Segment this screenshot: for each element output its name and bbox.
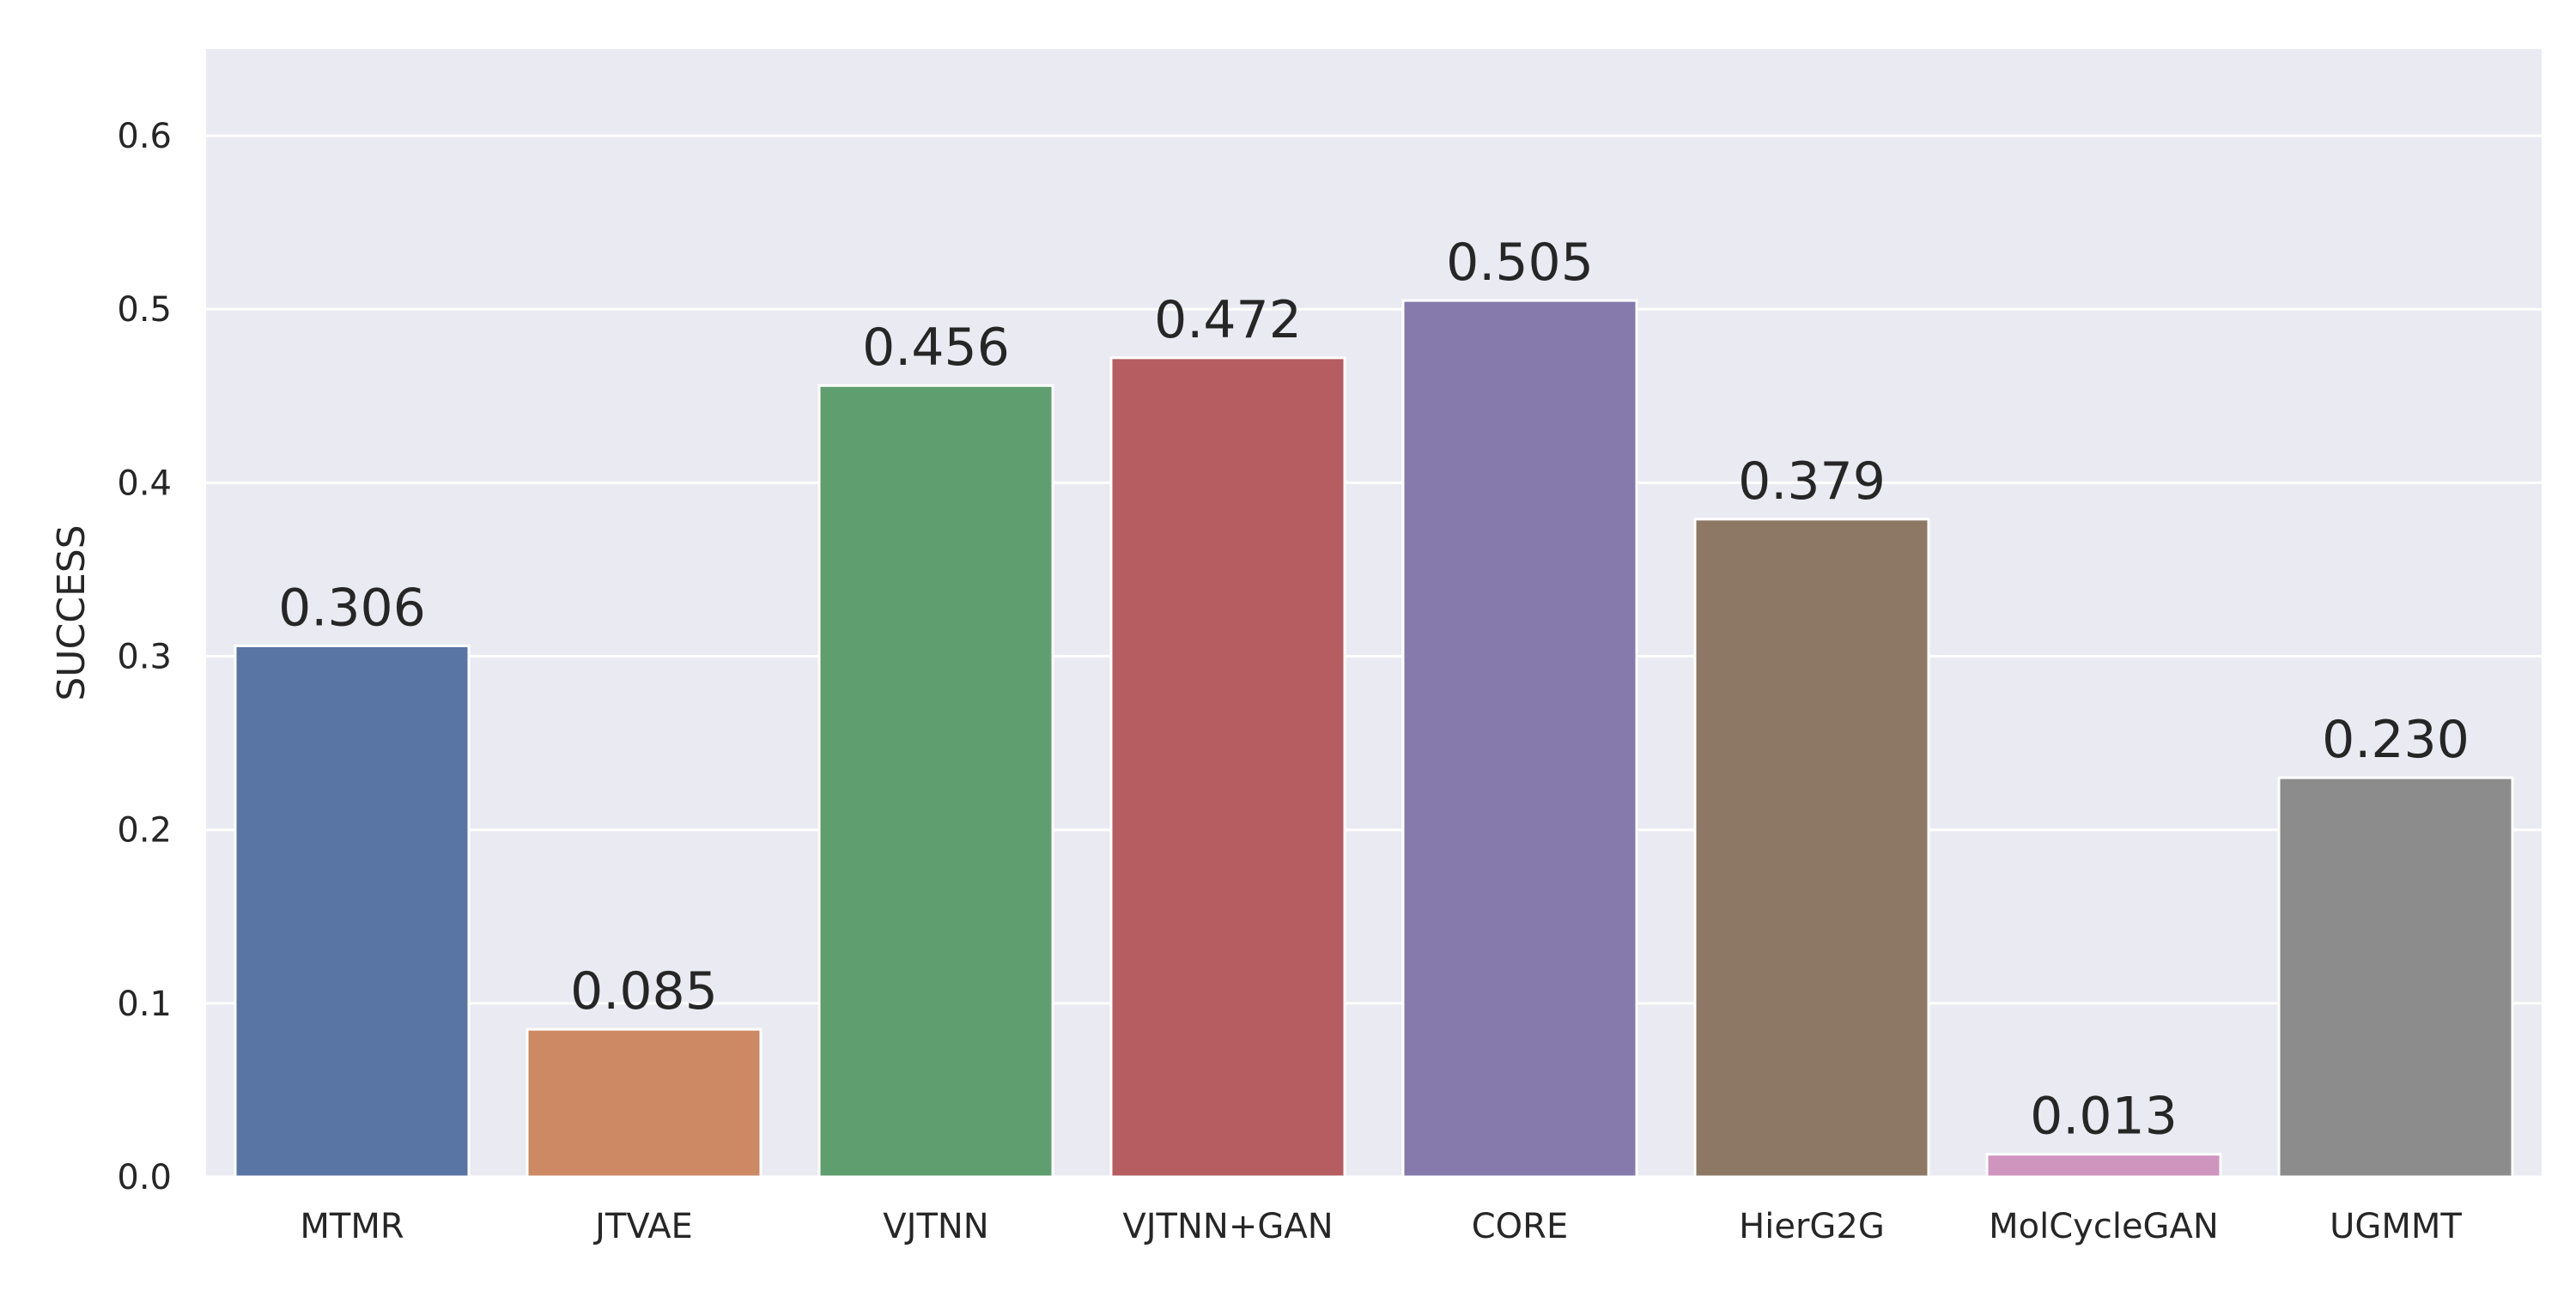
- bar-molcyclegan: [1985, 1153, 2222, 1179]
- bar-value-label: 0.505: [1446, 233, 1594, 293]
- bar-jtvae: [526, 1027, 762, 1179]
- y-tick-label: 0.3: [117, 638, 172, 677]
- x-tick-label: JTVAE: [592, 1207, 693, 1246]
- x-tick-label: VJTNN: [883, 1207, 988, 1246]
- x-tick-label: MolCycleGAN: [1989, 1207, 2219, 1246]
- x-tick-labels: MTMR JTVAE VJTNN VJTNN+GAN CORE HierG2G MolCyc…: [300, 1207, 2462, 1246]
- bar-vjtnn: [817, 384, 1054, 1179]
- bar-value-label: 0.306: [278, 578, 426, 638]
- y-tick-label: 0.2: [117, 811, 172, 851]
- y-tick-labels: 0.0 0.1 0.2 0.3 0.4 0.5 0.6: [117, 117, 172, 1197]
- y-tick-label: 0.1: [117, 985, 172, 1024]
- x-tick-label: UGMMT: [2330, 1207, 2462, 1246]
- y-tick-label: 0.0: [117, 1158, 172, 1197]
- x-tick-label: CORE: [1472, 1207, 1568, 1246]
- bar-value-label: 0.472: [1154, 290, 1302, 350]
- x-tick-label: MTMR: [300, 1207, 404, 1246]
- x-tick-label: HierG2G: [1739, 1207, 1885, 1246]
- bar-mtmr: [234, 644, 471, 1179]
- bar-value-label: 0.379: [1738, 452, 1886, 512]
- y-tick-label: 0.4: [117, 464, 172, 503]
- bars: [234, 299, 2514, 1179]
- x-tick-label: VJTNN+GAN: [1122, 1207, 1333, 1246]
- value-labels: 0.306 0.085 0.456 0.472 0.505 0.379 0.013 0.230: [278, 233, 2470, 1147]
- bar-vjtnn-gan: [1109, 356, 1346, 1179]
- bar-value-label: 0.085: [570, 961, 718, 1021]
- y-axis-label: SUCCESS: [50, 524, 94, 700]
- bar-value-label: 0.456: [862, 318, 1010, 378]
- gridlines: [206, 134, 2542, 1179]
- y-tick-label: 0.6: [117, 117, 172, 156]
- bar-hierg2g: [1693, 518, 1930, 1179]
- bar-ugmmt: [2277, 776, 2514, 1179]
- plot-background: [206, 49, 2542, 1177]
- bar-value-label: 0.013: [2030, 1087, 2178, 1147]
- y-tick-label: 0.5: [117, 290, 172, 330]
- bar-value-label: 0.230: [2322, 710, 2470, 770]
- bar-core: [1401, 299, 1638, 1179]
